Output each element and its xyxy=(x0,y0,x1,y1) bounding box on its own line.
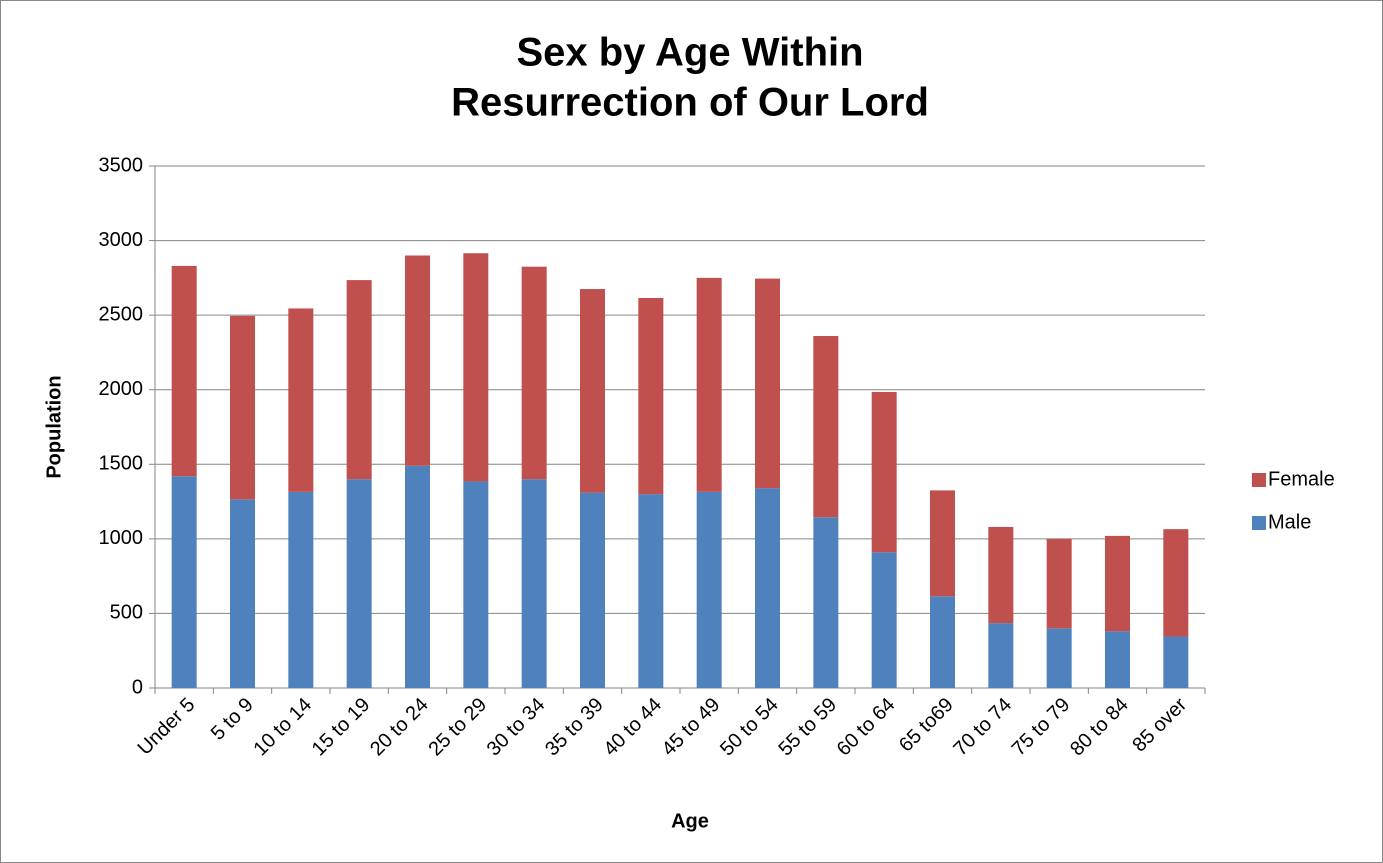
bar-segment xyxy=(696,277,722,492)
bar-segment xyxy=(230,499,255,688)
bar-segment xyxy=(288,308,314,492)
bar-segment xyxy=(1046,538,1072,629)
chart-title: Resurrection of Our Lord xyxy=(451,81,929,125)
bar-segment xyxy=(405,255,430,466)
y-tick-label: 1000 xyxy=(99,527,144,549)
y-tick-label: 3500 xyxy=(99,154,144,176)
bar-segment xyxy=(813,517,839,688)
bar-segment xyxy=(1105,631,1130,688)
bar-segment xyxy=(288,491,314,688)
bar-segment xyxy=(346,280,372,480)
bar-segment xyxy=(638,297,664,495)
bar-segment xyxy=(988,526,1014,624)
bar-segment xyxy=(871,552,897,688)
bar-segment xyxy=(580,492,605,688)
bar-segment xyxy=(230,315,255,500)
bar-segment xyxy=(813,336,839,518)
bar-segment xyxy=(755,278,780,489)
bar-segment xyxy=(988,623,1014,688)
bar-segment xyxy=(930,490,955,597)
bar-segment xyxy=(405,465,430,688)
chart-title: Sex by Age Within xyxy=(516,31,863,75)
bar-segment xyxy=(1163,636,1189,688)
bar-segment xyxy=(463,481,489,688)
legend-swatch xyxy=(1252,473,1266,487)
y-tick-label: 2000 xyxy=(99,378,144,400)
bar-segment xyxy=(1105,535,1130,632)
y-tick-label: 1500 xyxy=(99,453,144,475)
bar-segment xyxy=(871,391,897,553)
y-tick-label: 2500 xyxy=(99,303,144,325)
legend-swatch xyxy=(1252,516,1266,530)
bar-segment xyxy=(930,596,955,688)
y-tick-label: 500 xyxy=(110,602,143,624)
y-tick-label: 0 xyxy=(132,676,143,698)
legend-label: Male xyxy=(1268,511,1311,533)
bar-segment xyxy=(696,491,722,688)
bar-segment xyxy=(755,488,780,688)
bar-segment xyxy=(580,289,605,493)
bar-segment xyxy=(638,494,664,688)
bar-segment xyxy=(171,476,197,688)
y-tick-label: 3000 xyxy=(99,229,144,251)
bar-segment xyxy=(521,266,547,480)
bar-segment xyxy=(521,479,547,688)
bar-segment xyxy=(346,479,372,688)
bar-segment xyxy=(463,253,489,482)
legend-label: Female xyxy=(1268,468,1335,490)
bar-segment xyxy=(171,265,197,477)
y-axis-label: Population xyxy=(43,375,65,478)
bar-segment xyxy=(1163,529,1189,637)
x-axis-label: Age xyxy=(671,810,709,832)
bar-segment xyxy=(1046,628,1072,688)
